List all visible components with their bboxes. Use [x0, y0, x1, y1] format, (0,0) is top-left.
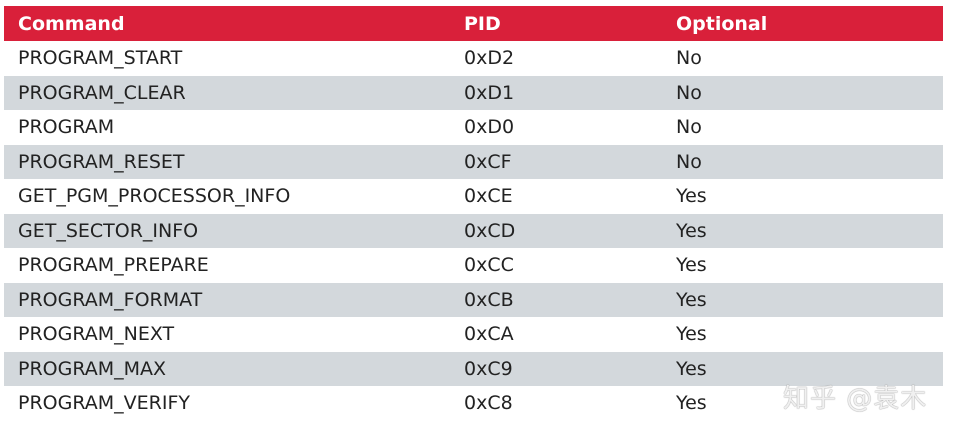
cell-pid: 0xCF [450, 144, 662, 179]
cell-pid: 0xD1 [450, 75, 662, 110]
cell-optional: Yes [662, 282, 943, 317]
cell-pid: 0xCE [464, 185, 513, 208]
cell-optional: Yes [676, 185, 707, 208]
cell-command: PROGRAM_VERIFY [18, 392, 191, 415]
cell-command: PROGRAM_START [18, 47, 183, 70]
cell-optional: Yes [676, 323, 707, 346]
cell-command: GET_PGM_PROCESSOR_INFO [18, 185, 291, 208]
cell-pid: 0xD0 [464, 116, 515, 139]
table-row: PROGRAM_PREPARE 0xCC Yes [4, 248, 943, 283]
header-pid: PID [450, 6, 662, 41]
cell-command: PROGRAM_RESET [4, 144, 450, 179]
table-row: PROGRAM_MAX 0xC9 Yes [4, 351, 943, 386]
cell-optional: Yes [676, 392, 707, 415]
cell-pid: 0xD2 [464, 47, 515, 70]
table-row: PROGRAM 0xD0 No [4, 110, 943, 145]
command-table: Command PID Optional PROGRAM_START 0xD2 No… [4, 6, 943, 421]
cell-optional: Yes [662, 351, 943, 386]
cell-optional: No [662, 75, 943, 110]
cell-pid: 0xC9 [450, 351, 662, 386]
cell-command: PROGRAM [18, 116, 115, 139]
table-row: PROGRAM_VERIFY 0xC8 Yes [4, 386, 943, 421]
cell-optional: Yes [662, 213, 943, 248]
table-row: PROGRAM_FORMAT 0xCB Yes [4, 282, 943, 317]
table-row: PROGRAM_CLEAR 0xD1 No [4, 75, 943, 110]
cell-command: PROGRAM_MAX [4, 351, 450, 386]
cell-optional: No [676, 47, 702, 70]
table-row: PROGRAM_START 0xD2 No [4, 41, 943, 76]
table-row: PROGRAM_NEXT 0xCA Yes [4, 317, 943, 352]
table-header-row: Command PID Optional [4, 6, 943, 41]
cell-pid: 0xCC [464, 254, 514, 277]
header-command: Command [4, 6, 450, 41]
cell-command: PROGRAM_PREPARE [18, 254, 209, 277]
cell-optional: Yes [676, 254, 707, 277]
cell-pid: 0xCD [450, 213, 662, 248]
cell-optional: No [676, 116, 702, 139]
cell-command: PROGRAM_FORMAT [4, 282, 450, 317]
cell-command: PROGRAM_NEXT [18, 323, 175, 346]
cell-pid: 0xCA [464, 323, 514, 346]
table-row: PROGRAM_RESET 0xCF No [4, 144, 943, 179]
cell-command: PROGRAM_CLEAR [4, 75, 450, 110]
cell-pid: 0xCB [450, 282, 662, 317]
cell-command: GET_SECTOR_INFO [4, 213, 450, 248]
table-row: GET_PGM_PROCESSOR_INFO 0xCE Yes [4, 179, 943, 214]
cell-pid: 0xC8 [464, 392, 513, 415]
cell-optional: No [662, 144, 943, 179]
header-optional: Optional [662, 6, 943, 41]
watermark: 知乎 @袁木 [783, 384, 928, 414]
table-row: GET_SECTOR_INFO 0xCD Yes [4, 213, 943, 248]
